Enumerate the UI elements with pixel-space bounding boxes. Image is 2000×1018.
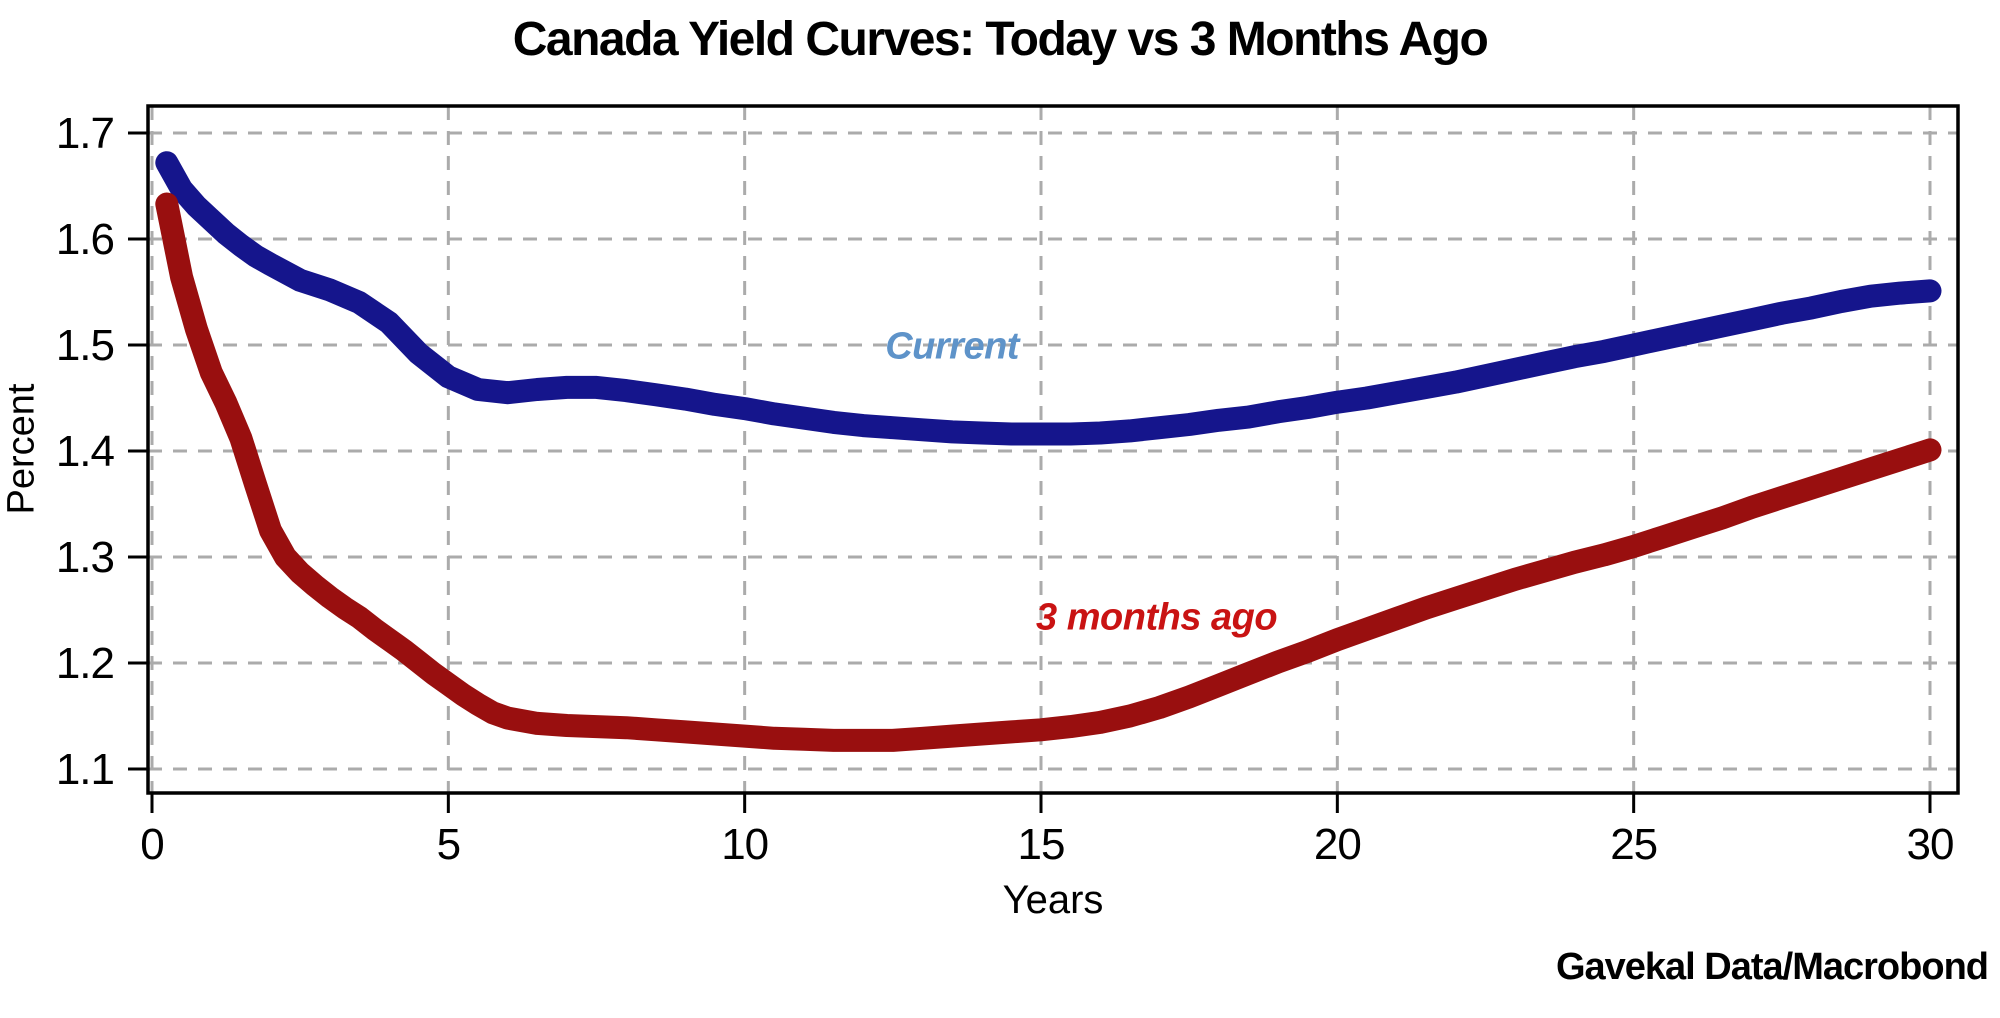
y-tick-label: 1.2 [56,639,114,688]
y-tick-label: 1.1 [56,745,114,794]
y-tick-label: 1.5 [56,321,114,370]
series-line-3-months-ago [155,192,1942,752]
source-attribution: Gavekal Data/Macrobond [1555,946,1989,988]
series-line-current [155,151,1942,446]
x-tick-label: 30 [1907,820,1954,869]
x-axis-title: Years [1002,878,1104,922]
y-tick-label: 1.4 [56,427,115,476]
x-tick-label: 0 [140,820,163,869]
x-tick-label: 25 [1610,820,1657,869]
axis-tick-marks [128,131,1932,813]
axis-tick-labels: 1.1 1.2 1.3 1.4 1.5 1.6 1.7 0 5 10 15 20 25 30 [56,109,1955,869]
series-label-current: Current [885,325,1019,368]
y-axis-title: Percent [0,383,43,515]
x-tick-label: 10 [721,820,768,869]
x-tick-label: 20 [1314,820,1361,869]
chart-title: Canada Yield Curves: Today vs 3 Months A… [512,13,1489,66]
series-label-3-months-ago: 3 months ago [1036,596,1278,639]
gridlines [148,106,1958,793]
y-tick-label: 1.6 [56,215,114,264]
x-tick-label: 5 [437,820,460,869]
x-tick-label: 15 [1018,820,1065,869]
y-tick-label: 1.7 [56,109,114,158]
y-tick-label: 1.3 [56,533,114,582]
